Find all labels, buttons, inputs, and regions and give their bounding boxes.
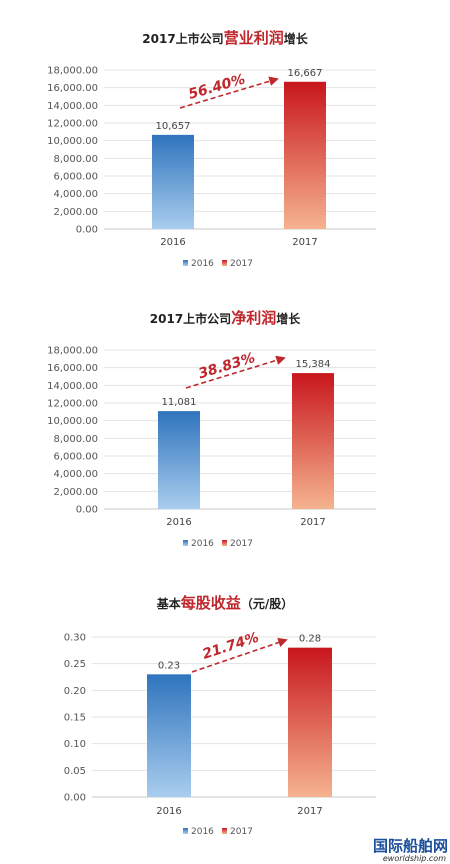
y-tick-label: 14,000.00 [47, 101, 98, 112]
growth-percent-label: 56.40% [187, 71, 247, 102]
chart-title-highlight: 每股收益 [181, 594, 241, 612]
y-tick-label: 16,000.00 [47, 363, 98, 374]
data-label: 0.28 [299, 634, 321, 645]
chart-title: 2017上市公司营业利润增长 [142, 29, 308, 47]
chart-title: 2017上市公司净利润增长 [150, 309, 301, 327]
y-tick-label: 0.25 [64, 659, 86, 670]
watermark-logo: 国际船舶网 [373, 837, 448, 855]
growth-arrow [179, 76, 279, 109]
y-tick-label: 0.00 [64, 793, 86, 804]
chart-title-suffix: （元/股） [241, 596, 293, 611]
y-tick-label: 10,000.00 [47, 416, 98, 427]
data-label: 16,667 [288, 68, 323, 79]
data-label: 10,657 [156, 121, 191, 132]
bar-2017 [284, 81, 326, 229]
chart-1: 2017上市公司营业利润增长 0.00 2,000.00 4,000.00 6,000.… [47, 29, 376, 269]
chart-title-highlight: 净利润 [231, 309, 276, 327]
x-category-label: 2017 [300, 517, 325, 528]
x-category-label: 2017 [292, 237, 317, 248]
x-category-label: 2016 [166, 517, 191, 528]
y-tick-label: 10,000.00 [47, 136, 98, 147]
growth-percent-label: 21.74% [201, 630, 261, 663]
watermark-url: eworldship.com [383, 854, 446, 863]
y-tick-label: 2,000.00 [53, 207, 98, 218]
legend-entry: 2017 [230, 539, 253, 549]
legend-swatch [222, 828, 227, 834]
legend-entry: 2017 [230, 259, 253, 269]
data-label: 11,081 [162, 397, 197, 408]
bar-2017 [292, 373, 334, 509]
y-tick-label: 0.00 [76, 505, 98, 516]
legend-entry: 2016 [191, 827, 214, 837]
data-label: 0.23 [158, 660, 180, 671]
legend-swatch [183, 260, 188, 266]
chart-2: 2017上市公司净利润增长 0.00 2,000.00 4,000.00 6,000.0… [47, 309, 376, 549]
bar-2017 [288, 647, 332, 797]
y-tick-label: 0.30 [64, 633, 86, 644]
y-tick-label: 14,000.00 [47, 381, 98, 392]
growth-arrow [191, 637, 288, 673]
legend-swatch [183, 828, 188, 834]
y-tick-label: 12,000.00 [47, 119, 98, 130]
data-label: 15,384 [296, 359, 331, 370]
chart-title-suffix: 增长 [284, 31, 309, 46]
watermark: 国际船舶网 eworldship.com [373, 837, 448, 863]
x-category-label: 2017 [297, 806, 322, 817]
y-tick-label: 12,000.00 [47, 399, 98, 410]
y-tick-label: 0.15 [64, 713, 86, 724]
chart-title-prefix: 2017上市公司 [142, 31, 223, 46]
chart-title-prefix: 基本 [156, 596, 181, 611]
y-tick-label: 16,000.00 [47, 83, 98, 94]
x-category-label: 2016 [160, 237, 185, 248]
y-tick-label: 2,000.00 [53, 487, 98, 498]
y-tick-label: 0.05 [64, 766, 86, 777]
bar-2016 [152, 134, 194, 229]
bar-2016 [158, 411, 200, 509]
legend-entry: 2016 [191, 539, 214, 549]
y-tick-label: 8,000.00 [53, 434, 98, 445]
legend-swatch [222, 540, 227, 546]
y-tick-label: 6,000.00 [53, 452, 98, 463]
legend-entry: 2017 [230, 827, 253, 837]
y-tick-label: 4,000.00 [53, 469, 98, 480]
chart-title-highlight: 营业利润 [224, 29, 284, 47]
y-tick-label: 18,000.00 [47, 66, 98, 77]
y-tick-label: 18,000.00 [47, 346, 98, 357]
legend-swatch [222, 260, 227, 266]
legend-swatch [183, 540, 188, 546]
y-tick-label: 0.20 [64, 686, 86, 697]
y-tick-label: 6,000.00 [53, 172, 98, 183]
chart-title-prefix: 2017上市公司 [150, 311, 231, 326]
chart-3: 基本每股收益（元/股） 0.00 0.05 0.10 0.15 0.20 0.25 0.30 0… [64, 594, 376, 837]
x-category-label: 2016 [156, 806, 181, 817]
chart-title: 基本每股收益（元/股） [156, 594, 293, 612]
growth-arrow [185, 355, 286, 389]
y-tick-label: 0.00 [76, 225, 98, 236]
y-tick-label: 4,000.00 [53, 189, 98, 200]
legend-entry: 2016 [191, 259, 214, 269]
bar-2016 [147, 674, 191, 797]
chart-title-suffix: 增长 [276, 311, 301, 326]
growth-percent-label: 38.83% [197, 350, 257, 382]
y-tick-label: 8,000.00 [53, 154, 98, 165]
y-tick-label: 0.10 [64, 739, 86, 750]
